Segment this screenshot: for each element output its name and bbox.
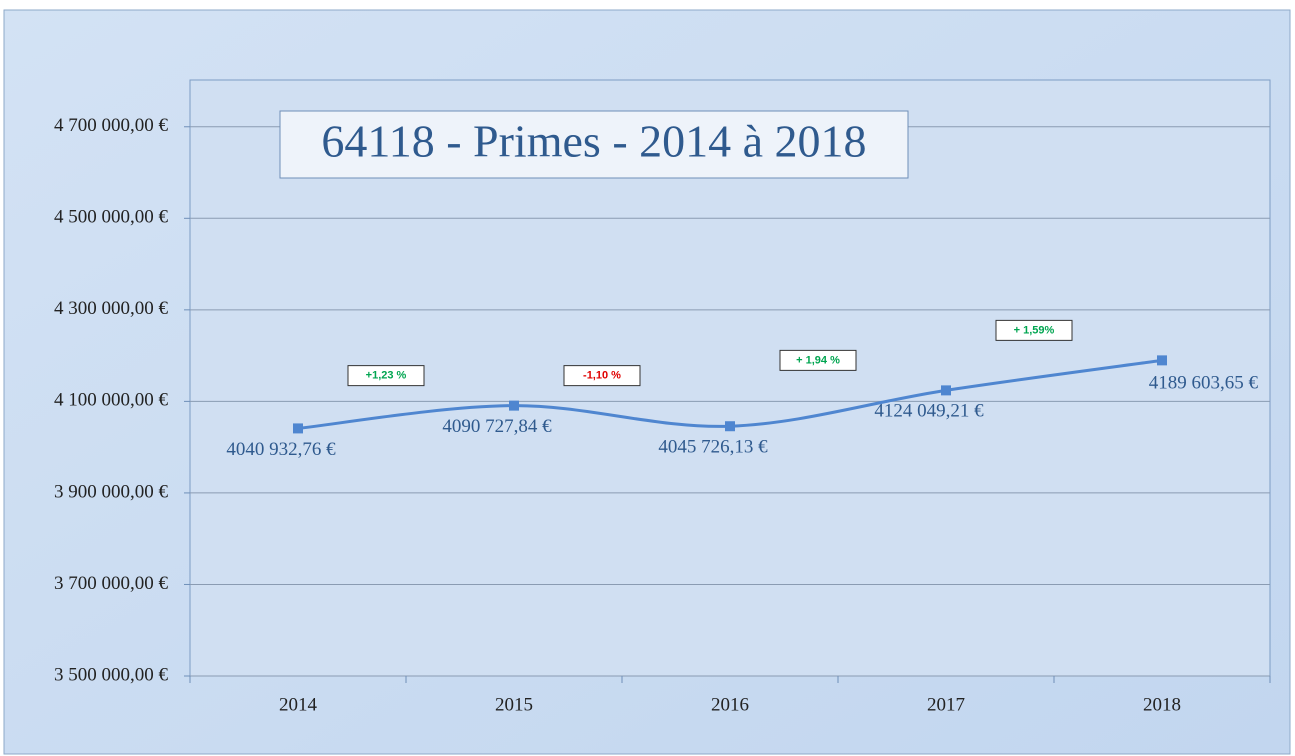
x-tick-label: 2014 <box>279 694 318 715</box>
x-tick-label: 2015 <box>495 694 533 715</box>
chart-title: 64118 - Primes - 2014 à 2018 <box>321 116 866 167</box>
x-tick-label: 2016 <box>711 694 749 715</box>
marker <box>293 423 303 434</box>
annotation-box <box>347 365 425 387</box>
data-label: 4045 726,13 € <box>658 437 768 458</box>
y-tick-label: 3 700 000,00 € <box>54 573 169 594</box>
x-tick-label: 2017 <box>927 694 965 715</box>
y-tick-label: 4 100 000,00 € <box>54 390 169 411</box>
marker <box>725 421 735 432</box>
data-label: 4040 932,76 € <box>226 439 336 460</box>
title-box <box>279 110 909 179</box>
y-tick-label: 4 300 000,00 € <box>54 298 169 319</box>
annotation: +1,23 % <box>366 370 407 382</box>
y-tick-label: 3 500 000,00 € <box>54 664 169 685</box>
data-label: 4124 049,21 € <box>874 401 984 422</box>
annotation: -1,10 % <box>583 370 621 382</box>
data-label: 4090 727,84 € <box>442 416 552 437</box>
annotation: + 1,94 % <box>796 354 840 366</box>
marker <box>941 385 951 396</box>
y-tick-label: 3 900 000,00 € <box>54 481 169 502</box>
marker <box>509 400 519 411</box>
x-tick-label: 2018 <box>1143 694 1181 715</box>
data-label: 4189 603,65 € <box>1149 373 1259 394</box>
y-tick-label: 4 500 000,00 € <box>54 207 169 228</box>
annotation-box <box>995 319 1073 341</box>
annotation-box <box>563 365 641 387</box>
y-tick-label: 4 700 000,00 € <box>54 115 169 136</box>
annotation-box <box>779 349 857 371</box>
marker <box>1157 355 1167 366</box>
annotation: + 1,59% <box>1014 324 1055 336</box>
